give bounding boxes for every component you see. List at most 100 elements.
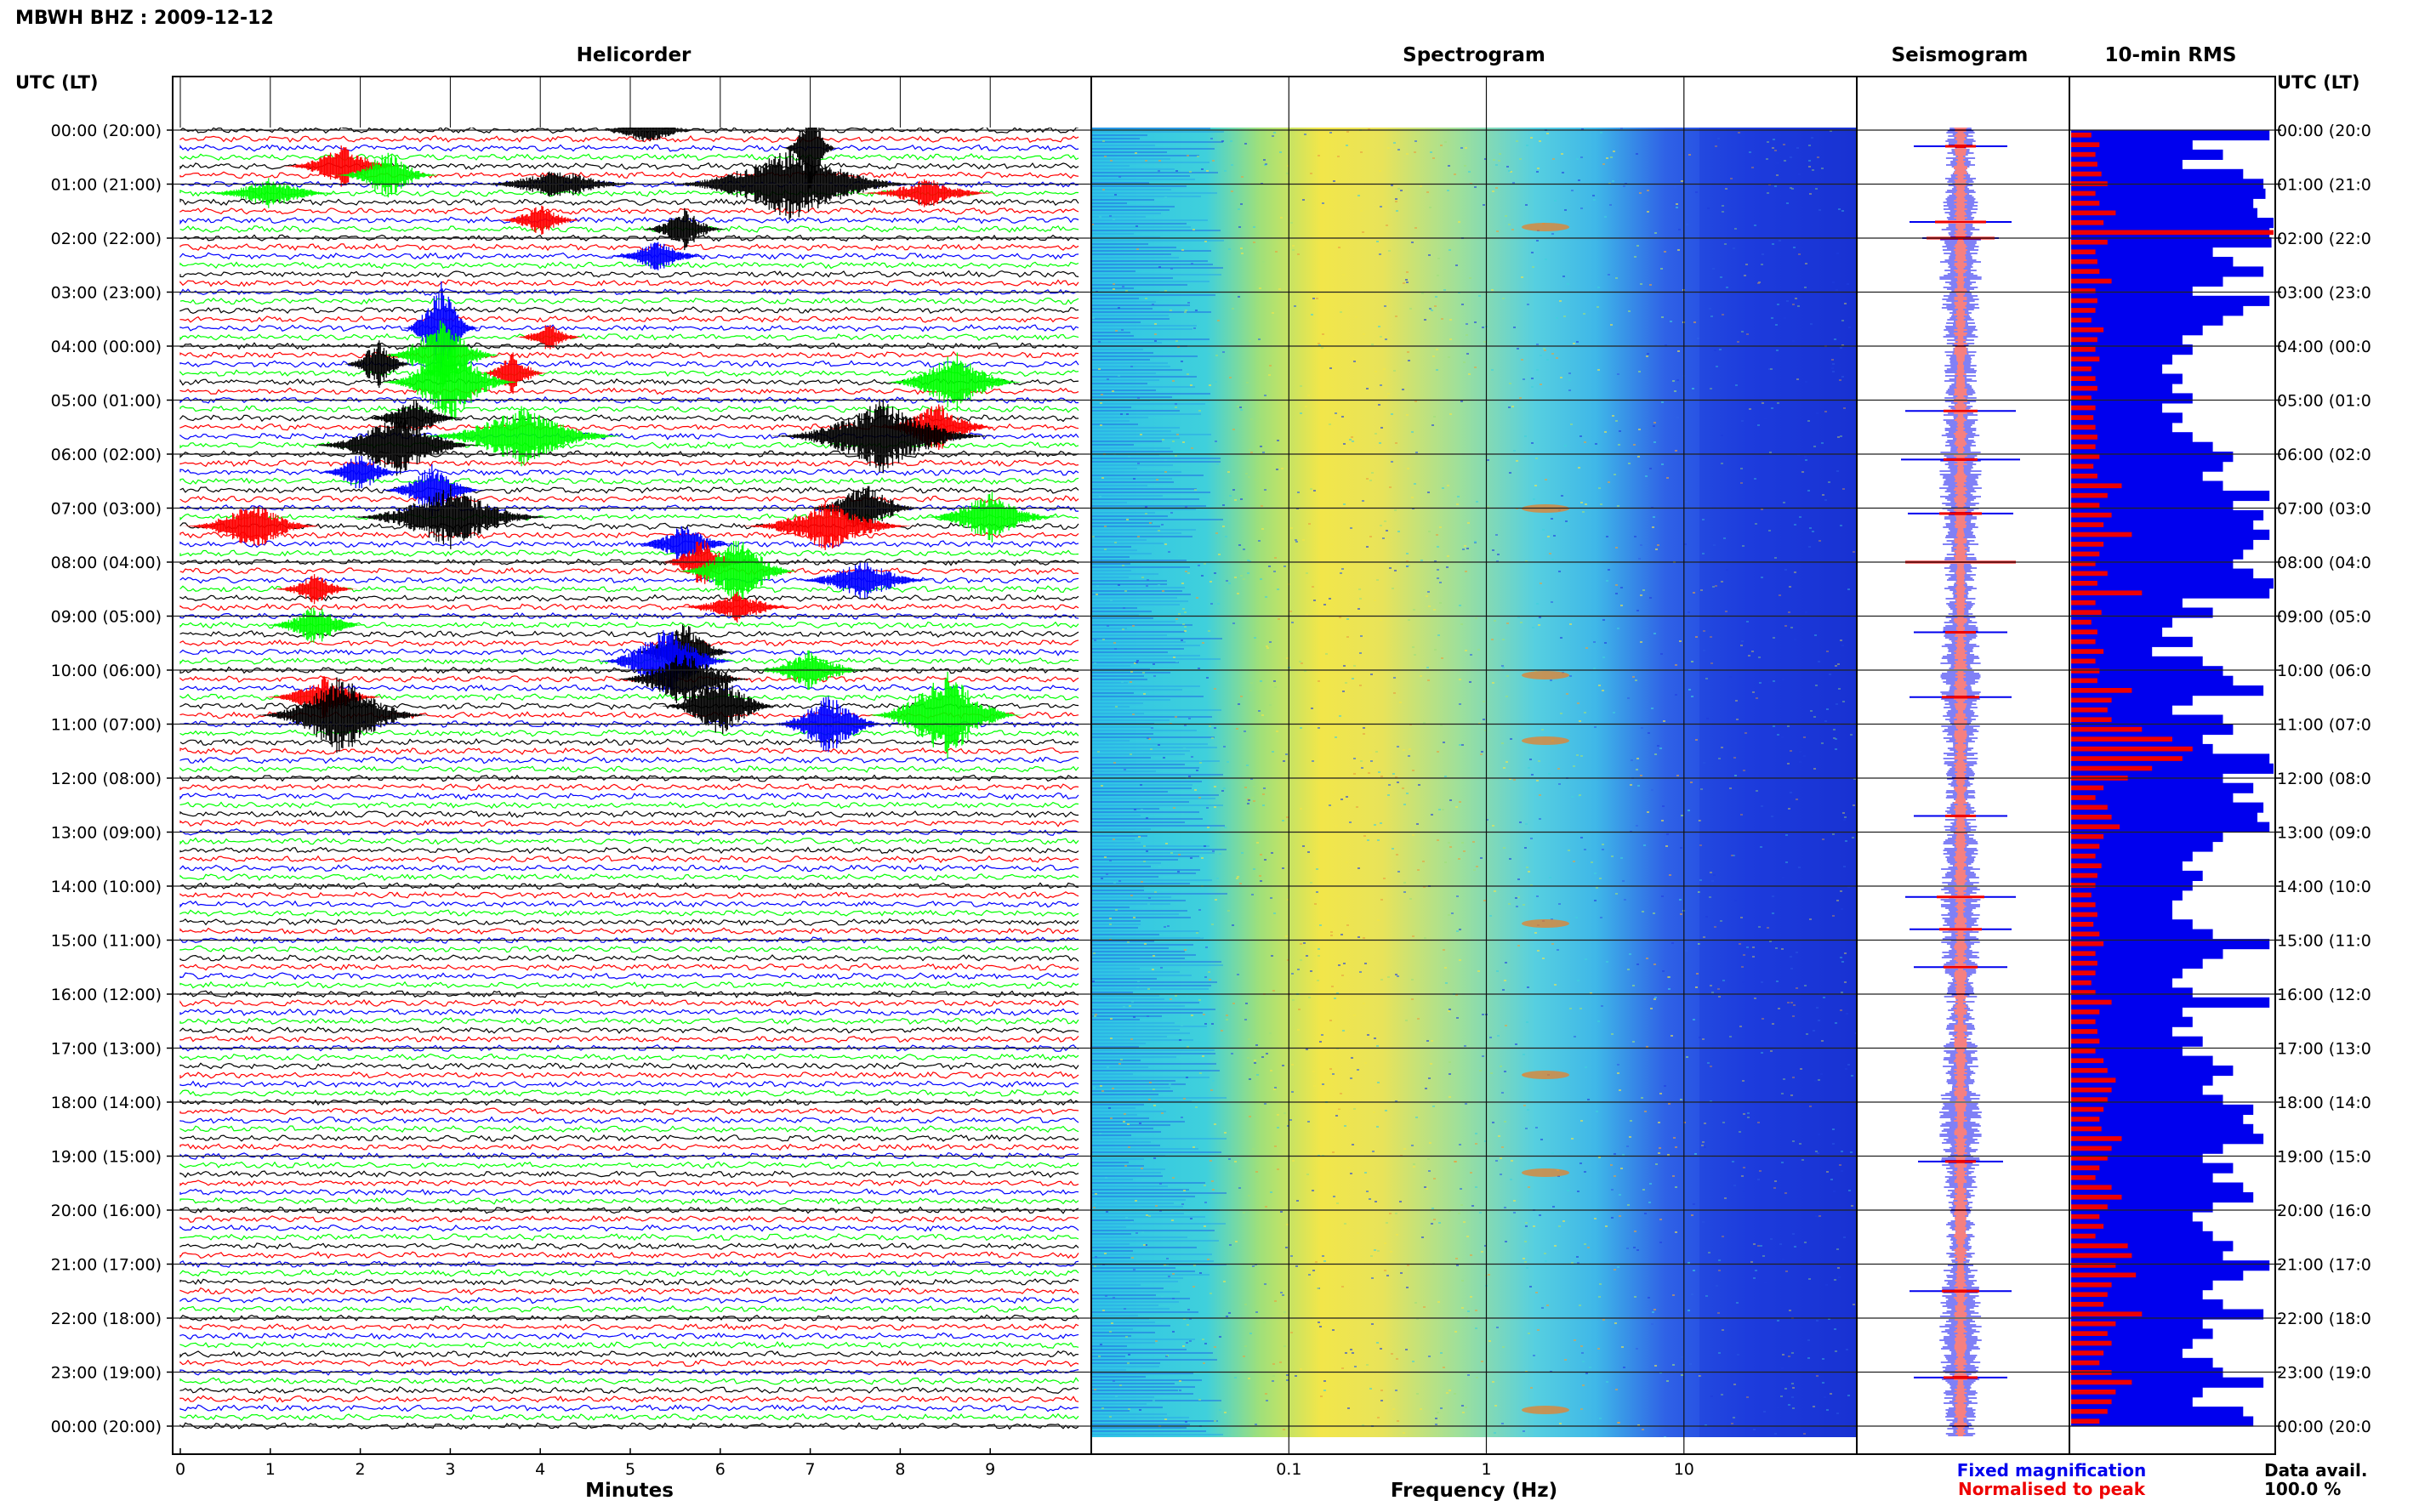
spectrogram-speckle bbox=[1539, 1214, 1541, 1216]
spectrogram-speckle bbox=[1615, 547, 1618, 549]
helicorder-trace bbox=[179, 279, 1079, 287]
spectrogram-speckle bbox=[1768, 368, 1771, 370]
spectrogram-speckle bbox=[1115, 706, 1118, 708]
spectrogram-speckle bbox=[1807, 490, 1810, 492]
spectrogram-speckle bbox=[1374, 1037, 1376, 1039]
spectrogram-streak bbox=[1091, 498, 1199, 500]
spectrogram-speckle bbox=[1492, 825, 1494, 827]
spectrogram-speckle bbox=[1223, 787, 1226, 789]
spectrogram-speckle bbox=[1199, 762, 1202, 764]
spectrogram-speckle bbox=[1237, 593, 1239, 594]
spectrogram-speckle bbox=[1745, 732, 1747, 734]
spectrogram-speckle bbox=[1428, 1077, 1431, 1079]
spectrogram-streak bbox=[1091, 532, 1181, 534]
spectrogram-speckle bbox=[1851, 1205, 1853, 1207]
spectrogram-speckle bbox=[1238, 1187, 1241, 1189]
spectrogram-speckle bbox=[1380, 979, 1383, 981]
spectrogram-speckle bbox=[1534, 670, 1537, 672]
spectrogram-speckle bbox=[1762, 402, 1764, 404]
spectrogram-speckle bbox=[1281, 468, 1283, 469]
rms-bar-fixed bbox=[2071, 266, 2264, 277]
spectrogram-speckle bbox=[1761, 805, 1763, 807]
spectrogram-speckle bbox=[1653, 516, 1655, 518]
spectrogram-speckle bbox=[1204, 1225, 1206, 1227]
spectrogram-speckle bbox=[1287, 165, 1289, 167]
spectrogram-speckle bbox=[1312, 1071, 1315, 1072]
spectrogram-streak bbox=[1091, 134, 1147, 136]
spectrogram-speckle bbox=[1636, 245, 1639, 247]
spectrogram-speckle bbox=[1243, 578, 1245, 580]
spectrogram-speckle bbox=[1323, 1260, 1326, 1262]
spectrogram-speckle bbox=[1832, 363, 1835, 365]
spectrogram-streak bbox=[1091, 638, 1222, 639]
rms-bar-fixed bbox=[2071, 168, 2244, 179]
spectrogram-speckle bbox=[1769, 452, 1772, 453]
spectrogram-speckle bbox=[1283, 1311, 1286, 1313]
spectrogram-speckle bbox=[1118, 176, 1121, 178]
spectrogram-speckle bbox=[1705, 1295, 1708, 1297]
spectrogram-speckle bbox=[1685, 501, 1688, 503]
rms-bar-fixed bbox=[2071, 870, 2203, 881]
spectrogram-speckle bbox=[1459, 744, 1461, 746]
spectrogram-speckle bbox=[1772, 912, 1774, 914]
spectrogram-speckle bbox=[1536, 240, 1539, 242]
spectrogram-speckle bbox=[1843, 1236, 1846, 1238]
spectrogram-speckle bbox=[1443, 289, 1446, 291]
spectrogram-speckle bbox=[1741, 1175, 1744, 1177]
spectrogram-speckle bbox=[1787, 725, 1790, 727]
helicorder-event bbox=[270, 574, 361, 605]
spectrogram-speckle bbox=[1509, 383, 1511, 384]
spectrogram-speckle bbox=[1557, 949, 1559, 951]
spectrogram-speckle bbox=[1580, 1120, 1583, 1122]
spectrogram-speckle bbox=[1596, 887, 1598, 889]
spectrogram-speckle bbox=[1693, 321, 1696, 323]
spectrogram-speckle bbox=[1411, 1145, 1414, 1146]
spectrogram-speckle bbox=[1346, 618, 1349, 620]
spectrogram-streak bbox=[1091, 594, 1191, 595]
spectrogram-speckle bbox=[1104, 856, 1107, 858]
spectrogram-speckle bbox=[1430, 1063, 1432, 1065]
spectrogram-speckle bbox=[1544, 1253, 1546, 1254]
spectrogram-speckle bbox=[1175, 455, 1177, 457]
spectrogram-speckle bbox=[1118, 307, 1120, 309]
spectrogram-speckle bbox=[1319, 924, 1322, 926]
helicorder-trace bbox=[179, 503, 1079, 512]
spectrogram-speckle bbox=[1654, 997, 1657, 998]
spectrogram-speckle bbox=[1803, 755, 1806, 757]
rms-bar-fixed bbox=[2071, 636, 2193, 647]
spectrogram-speckle bbox=[1234, 1377, 1237, 1378]
spectrogram-speckle bbox=[1531, 774, 1534, 776]
spectrogram-speckle bbox=[1836, 1248, 1839, 1250]
spectrogram-streak bbox=[1091, 1335, 1131, 1337]
spectrogram-speckle bbox=[1109, 924, 1112, 925]
spectrogram-speckle bbox=[1505, 962, 1507, 963]
spectrogram-speckle bbox=[1812, 169, 1814, 171]
spectrogram-speckle bbox=[1133, 1016, 1136, 1018]
spectrogram-speckle bbox=[1626, 1145, 1629, 1147]
spectrogram-streak bbox=[1091, 648, 1184, 650]
helicorder-trace bbox=[179, 954, 1079, 963]
spectrogram-speckle bbox=[1237, 406, 1239, 407]
spectrogram-speckle bbox=[1703, 936, 1705, 938]
spectrogram-speckle bbox=[1420, 675, 1422, 677]
spectrogram-speckle bbox=[1264, 1103, 1266, 1105]
spectrogram-speckle bbox=[1733, 1417, 1735, 1418]
spectrogram-speckle bbox=[1378, 404, 1380, 406]
spectrogram-speckle bbox=[1301, 662, 1303, 664]
spectrogram-speckle bbox=[1690, 782, 1693, 783]
spectrogram-speckle bbox=[1759, 1170, 1762, 1172]
spectrogram-streak bbox=[1091, 893, 1227, 895]
spectrogram-speckle bbox=[1801, 471, 1804, 473]
spectrogram-speckle bbox=[1663, 720, 1665, 722]
spectrogram-speckle bbox=[1794, 524, 1796, 526]
rms-bar-normalised bbox=[2071, 736, 2172, 742]
spectrogram-streak bbox=[1091, 454, 1159, 456]
spectrogram-speckle bbox=[1227, 910, 1230, 912]
spectrogram-speckle bbox=[1467, 522, 1470, 524]
spectrogram-speckle bbox=[1703, 650, 1705, 651]
spectrogram-streak bbox=[1091, 179, 1195, 180]
hour-label-right: 07:00 (03:0 bbox=[2277, 500, 2371, 519]
spectrogram-speckle bbox=[1788, 808, 1790, 810]
spectrogram-speckle bbox=[1638, 371, 1641, 372]
spectrogram-speckle bbox=[1158, 266, 1161, 268]
